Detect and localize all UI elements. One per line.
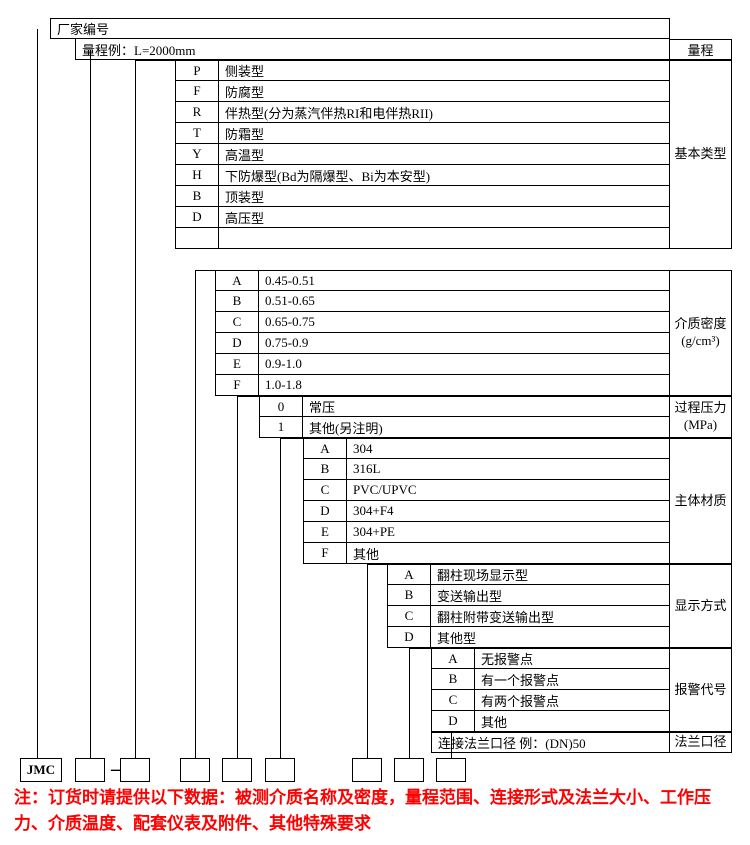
- sec3-right-label: 主体材质: [670, 438, 732, 564]
- sec4-htick: [367, 564, 387, 565]
- sec1-desc-4: 0.9-1.0: [259, 354, 670, 375]
- sec0-code-5: H: [175, 165, 219, 186]
- code-box-sec5: [394, 758, 424, 782]
- code-box-sec4: [352, 758, 382, 782]
- sec3-vline: [280, 438, 281, 758]
- sec4-code-0: A: [387, 564, 431, 585]
- code-box-sec3: [265, 758, 295, 782]
- code-box-sec1: [180, 758, 210, 782]
- sec3-desc-3: 304+F4: [347, 501, 670, 522]
- sec0-code-3: T: [175, 123, 219, 144]
- sec1-htick: [195, 270, 215, 271]
- sec5-code-1: B: [431, 669, 475, 690]
- sec2-htick: [237, 396, 259, 397]
- sec3-code-2: C: [303, 480, 347, 501]
- sec4-vline: [367, 564, 368, 758]
- sec1-desc-1: 0.51-0.65: [259, 291, 670, 312]
- sec0-desc-3: 防霜型: [219, 123, 670, 144]
- sec0-desc-5: 下防爆型(Bd为隔爆型、Bi为本安型): [219, 165, 670, 186]
- sec2-vline: [237, 396, 238, 758]
- sec5-right-label: 报警代号: [670, 648, 732, 732]
- sec0-desc-6: 顶装型: [219, 186, 670, 207]
- sec1-right-label: 介质密度 (g/cm³): [670, 270, 732, 396]
- sec5-vline: [409, 648, 410, 758]
- sec3-desc-4: 304+PE: [347, 522, 670, 543]
- sec4-desc-0: 翻柱现场显示型: [431, 564, 670, 585]
- sec5-desc-0: 无报警点: [475, 648, 670, 669]
- sec3-code-5: F: [303, 543, 347, 564]
- sec4-right-label: 显示方式: [670, 564, 732, 648]
- sec3-code-4: E: [303, 522, 347, 543]
- sec5-desc-2: 有两个报警点: [475, 690, 670, 711]
- sec5-desc-1: 有一个报警点: [475, 669, 670, 690]
- sec0-desc-4: 高温型: [219, 144, 670, 165]
- sec0-code-2: R: [175, 102, 219, 123]
- sec3-code-0: A: [303, 438, 347, 459]
- sec3-htick: [280, 438, 303, 439]
- sec4-desc-3: 其他型: [431, 627, 670, 648]
- sec4-desc-1: 变送输出型: [431, 585, 670, 606]
- order-note: 注：订货时请提供以下数据：被测介质名称及密度，量程范围、连接形式及法兰大小、工作…: [14, 785, 734, 836]
- sec0-code-4: Y: [175, 144, 219, 165]
- sec2-code-0: 0: [259, 396, 303, 417]
- sec5-code-3: D: [431, 711, 475, 732]
- vline-0: [37, 29, 38, 758]
- sec1-desc-0: 0.45-0.51: [259, 270, 670, 291]
- sec0-desc-7: 高压型: [219, 207, 670, 228]
- sec0-htick: [135, 60, 175, 61]
- sec1-desc-2: 0.65-0.75: [259, 312, 670, 333]
- sec4-code-2: C: [387, 606, 431, 627]
- sec2-desc-0: 常压: [303, 396, 670, 417]
- sec4-desc-2: 翻柱附带变送输出型: [431, 606, 670, 627]
- code-box-sec2: [222, 758, 252, 782]
- sec1-code-3: D: [215, 333, 259, 354]
- sec2-desc-1: 其他(另注明): [303, 417, 670, 438]
- sec5-desc-3: 其他: [475, 711, 670, 732]
- sec1-code-0: A: [215, 270, 259, 291]
- sec5-code-0: A: [431, 648, 475, 669]
- sec0-desc-0: 侧装型: [219, 60, 670, 81]
- sec1-vline: [195, 270, 196, 758]
- sec0-vline: [135, 60, 136, 758]
- sec0-desc-2: 伴热型(分为蒸汽伴热RI和电伴热RII): [219, 102, 670, 123]
- sec1-code-4: E: [215, 354, 259, 375]
- sec5-htick: [409, 648, 431, 649]
- sec1-code-5: F: [215, 375, 259, 396]
- sec0-desc-8: [219, 228, 670, 249]
- ordering-code-diagram: 厂家编号量程例：L=2000mm量程P侧装型F防腐型R伴热型(分为蒸汽伴热RI和…: [10, 10, 740, 835]
- sec6-vline: [451, 732, 452, 758]
- sec0-code-1: F: [175, 81, 219, 102]
- sec3-desc-2: PVC/UPVC: [347, 480, 670, 501]
- sec1-desc-3: 0.75-0.9: [259, 333, 670, 354]
- sec0-code-8: [175, 228, 219, 249]
- code-box-sec6: [436, 758, 466, 782]
- range-example-header: 量程例：L=2000mm: [75, 39, 670, 60]
- code-box-sec0: [120, 758, 150, 782]
- sec2-right-label: 过程压力 (MPa): [670, 396, 732, 438]
- sec2-code-1: 1: [259, 417, 303, 438]
- sec3-code-3: D: [303, 501, 347, 522]
- sec0-code-7: D: [175, 207, 219, 228]
- sec1-desc-5: 1.0-1.8: [259, 375, 670, 396]
- sec0-code-0: P: [175, 60, 219, 81]
- code-box-range: [75, 758, 105, 782]
- sec4-code-3: D: [387, 627, 431, 648]
- code-box-jmc: JMC: [20, 758, 62, 782]
- sec3-desc-5: 其他: [347, 543, 670, 564]
- sec0-desc-1: 防腐型: [219, 81, 670, 102]
- sec1-code-1: B: [215, 291, 259, 312]
- sec4-code-1: B: [387, 585, 431, 606]
- sec6-desc-0: 连接法兰口径 例：(DN)50: [431, 732, 670, 753]
- manufacturer-code-header: 厂家编号: [50, 18, 670, 39]
- sec0-code-6: B: [175, 186, 219, 207]
- sec0-right-label: 基本类型: [670, 60, 732, 249]
- sec6-right-label: 法兰口径: [670, 732, 732, 753]
- sec5-code-2: C: [431, 690, 475, 711]
- sec3-desc-1: 316L: [347, 459, 670, 480]
- sec3-desc-0: 304: [347, 438, 670, 459]
- sec1-code-2: C: [215, 312, 259, 333]
- sec3-code-1: B: [303, 459, 347, 480]
- range-header-right: 量程: [670, 39, 732, 60]
- vline-1: [90, 50, 91, 758]
